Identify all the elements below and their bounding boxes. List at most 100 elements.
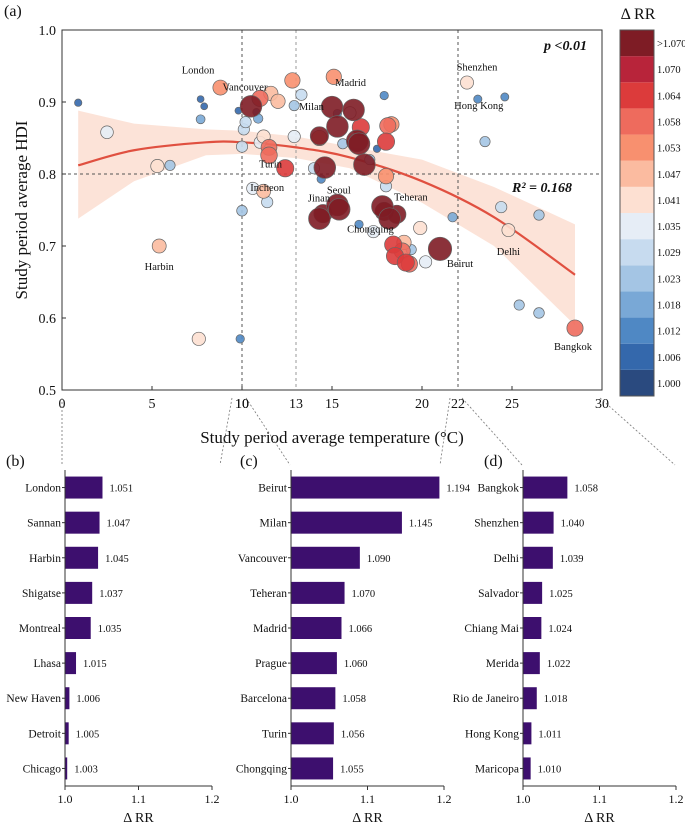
value-label: 1.018 (544, 694, 568, 705)
city-label: Beirut (447, 259, 473, 270)
category-label: Milan (260, 518, 288, 530)
category-label: Chicago (23, 763, 62, 775)
category-label: Barcelona (240, 693, 287, 705)
bar (291, 722, 334, 745)
category-label: Detroit (28, 728, 61, 740)
x-tick-label: 20 (415, 397, 429, 412)
value-label: 1.006 (76, 694, 100, 705)
data-point (287, 130, 301, 144)
colorbar-cell (620, 82, 654, 109)
category-label: Teheran (250, 588, 287, 600)
data-point (366, 225, 380, 239)
y-tick-label: 0.6 (39, 312, 57, 327)
category-label: Beirut (258, 483, 288, 495)
bar (291, 757, 334, 780)
data-point (100, 125, 114, 139)
value-label: 1.066 (348, 624, 372, 635)
colorbar-label: 1.000 (657, 379, 681, 390)
category-label: Rio de Janeiro (453, 693, 520, 705)
value-label: 1.051 (109, 484, 133, 495)
data-point (164, 159, 176, 171)
data-point (326, 115, 349, 138)
data-point (195, 114, 206, 125)
bar (65, 652, 77, 675)
bar (291, 652, 337, 675)
value-label: 1.005 (76, 729, 100, 740)
city-label: Milan (299, 102, 325, 113)
bar (291, 617, 342, 639)
x-tick-label: 1.2 (669, 792, 684, 806)
data-point (308, 207, 331, 230)
city-label: Delhi (497, 247, 520, 258)
confidence-band-group (78, 110, 575, 326)
y-tick-label: 0.7 (39, 240, 57, 255)
category-label: Chongqing (236, 763, 287, 775)
x-tick-label: 1.1 (131, 792, 146, 806)
data-point (151, 238, 167, 254)
data-point (236, 205, 248, 217)
colorbar-label: 1.053 (657, 144, 681, 155)
y-axis-ticks: 0.5 0.6 0.7 0.8 0.9 1.0 (39, 24, 66, 399)
city-label: Teheran (394, 192, 428, 203)
x-axis-label: Study period average temperature (°C) (200, 428, 464, 447)
y-tick-label: 1.0 (39, 24, 57, 39)
category-label: Lhasa (34, 658, 61, 670)
value-label: 1.040 (561, 519, 585, 530)
colorbar-label: 1.006 (657, 353, 681, 364)
y-tick-label: 0.8 (39, 168, 57, 183)
y-tick-label: 0.9 (39, 96, 57, 111)
city-labels-group: Harbin London Vancouver Turin Incheon Milan Se… (145, 63, 593, 354)
bar (523, 476, 568, 499)
data-point (379, 117, 397, 135)
category-label: Delhi (493, 553, 519, 565)
colorbar-cell (620, 369, 654, 396)
colorbar-cell (620, 30, 654, 57)
panel-label: (b) (6, 453, 25, 470)
value-label: 1.035 (98, 624, 122, 635)
bar (65, 722, 69, 745)
value-label: 1.194 (446, 484, 470, 495)
data-point (284, 72, 301, 89)
reference-x-label: 13 (289, 397, 303, 412)
bar (65, 546, 99, 569)
category-label: Turin (262, 728, 287, 740)
category-label: Merida (486, 658, 519, 670)
colorbar-tick-labels: 1.000 1.006 1.012 1.018 1.023 1.029 1.035 1.041… (657, 39, 685, 390)
bar-panel-b: (b) London 1.051 Sannan 1.047 Harbin 1.045 Shig… (6, 453, 220, 826)
data-point (501, 223, 516, 238)
x-tick-label: 1.0 (58, 792, 73, 806)
colorbar-cell (620, 343, 654, 370)
colorbar-cell (620, 265, 654, 292)
colorbar-label: 1.012 (657, 327, 681, 338)
x-tick-label: 1.0 (516, 792, 531, 806)
data-point (354, 219, 364, 229)
colorbar-cell (620, 239, 654, 266)
colorbar-label: 1.070 (657, 65, 681, 76)
data-point (377, 132, 395, 151)
x-tick-label: 1.2 (437, 792, 452, 806)
value-label: 1.022 (547, 659, 571, 670)
data-point (212, 79, 229, 96)
data-point (196, 95, 205, 103)
data-point (295, 88, 308, 101)
p-value-annotation: p <0.01 (543, 39, 587, 54)
y-tick-label: 0.5 (39, 384, 57, 399)
x-tick-label: 1.0 (284, 792, 299, 806)
reference-x-label: 10 (235, 397, 249, 412)
colorbar-title: Δ RR (621, 6, 656, 23)
scatter-panel: (a) Harbin London Vancouver Turin Incheon Mil… (4, 3, 609, 447)
data-point (377, 168, 395, 185)
colorbar-label: 1.064 (657, 91, 681, 102)
data-point (495, 201, 508, 214)
value-label: 1.003 (74, 764, 98, 775)
data-point (239, 95, 263, 118)
data-points-group (74, 68, 584, 346)
data-point (320, 95, 344, 119)
category-label: Sannan (27, 518, 61, 530)
colorbar-frame (619, 29, 655, 397)
x-tick-label: 1.2 (205, 792, 220, 806)
colorbar-label: 1.029 (657, 248, 681, 259)
colorbar-label: 1.041 (657, 196, 681, 207)
colorbar-cells (619, 29, 655, 397)
